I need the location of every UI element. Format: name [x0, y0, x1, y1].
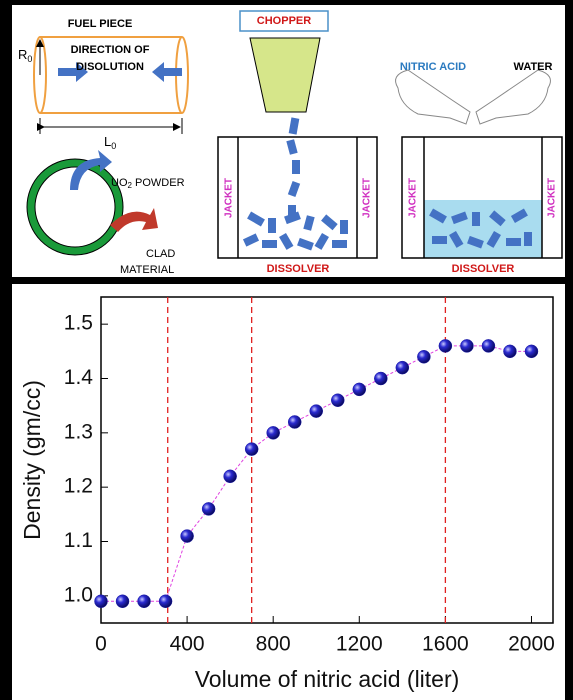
x-tick-label: 1200 [336, 633, 383, 656]
data-point [525, 345, 538, 358]
data-point [460, 339, 473, 352]
data-point [310, 405, 323, 418]
label: NITRIC ACID [400, 61, 466, 73]
data-point [267, 426, 280, 439]
label: DISOLUTION [76, 61, 144, 73]
label: R [18, 47, 27, 62]
data-point [138, 595, 151, 608]
label: MATERIAL [120, 264, 174, 276]
data-point [417, 350, 430, 363]
label: UO [111, 177, 128, 189]
data-point [353, 383, 366, 396]
data-point [374, 372, 387, 385]
label: 0 [27, 54, 32, 64]
label: DISSOLVER [452, 263, 515, 275]
label: POWDER [132, 177, 185, 189]
data-point [224, 470, 237, 483]
data-point [503, 345, 516, 358]
label: FUEL PIECE [68, 18, 133, 30]
y-tick-label: 1.3 [64, 420, 93, 443]
y-axis-label: Density (gm/cc) [19, 380, 45, 540]
x-tick-label: 1600 [422, 633, 469, 656]
data-point [245, 443, 258, 456]
label: CLAD [146, 248, 175, 260]
data-point [288, 415, 301, 428]
label: JACKET [547, 178, 558, 218]
label: CHOPPER [257, 15, 311, 27]
data-point [202, 502, 215, 515]
x-tick-label: 800 [256, 633, 291, 656]
label: 0 [111, 141, 116, 151]
label: JACKET [408, 178, 419, 218]
data-point [439, 339, 452, 352]
y-tick-label: 1.5 [64, 312, 93, 335]
label: UO2 POWDER [111, 177, 185, 190]
data-point [95, 595, 108, 608]
data-point [396, 361, 409, 374]
x-axis-label: Volume of nitric acid (liter) [195, 666, 460, 692]
data-point [181, 530, 194, 543]
y-tick-label: 1.1 [64, 529, 93, 552]
label: JACKET [362, 178, 373, 218]
label: JACKET [224, 178, 235, 218]
y-tick-label: 1.2 [64, 475, 93, 498]
data-point [482, 339, 495, 352]
label: L [104, 134, 111, 149]
figure: FUEL PIECE R0 DIRECTION OF DISOLUTION L0… [0, 0, 573, 700]
label: WATER [514, 61, 553, 73]
y-tick-label: 1.4 [64, 366, 94, 389]
label: DIRECTION OF [71, 44, 150, 56]
data-point [116, 595, 129, 608]
data-point [331, 394, 344, 407]
label: DISSOLVER [267, 263, 330, 275]
x-tick-label: 400 [170, 633, 205, 656]
x-tick-label: 0 [95, 633, 107, 656]
data-point [159, 595, 172, 608]
y-tick-label: 1.0 [64, 583, 93, 606]
x-tick-label: 2000 [508, 633, 555, 656]
liquid [424, 200, 542, 258]
